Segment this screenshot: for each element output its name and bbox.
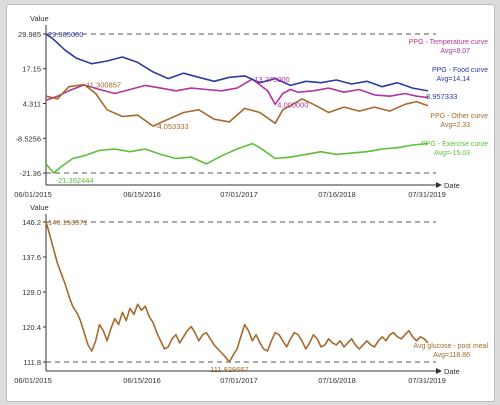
chart2-x-axis-title: Date — [444, 367, 460, 376]
chart2-y-axis-title: Value — [30, 203, 49, 212]
chart1-annotation-4: -4.053333 — [155, 122, 189, 131]
chart2-x-axis-arrow — [436, 368, 442, 374]
chart1-y-tick-label-3: 4.311 — [23, 100, 41, 109]
chart1-x-tick-label-1: 06/01/2015 — [14, 190, 52, 199]
chart1-x-tick-label-2: 06/15/2016 — [123, 190, 161, 199]
chart2-x-tick-label-5: 07/31/2019 — [408, 376, 446, 385]
chart1-series-line-ppg-exercise-curve — [45, 142, 429, 174]
chart1-legend-avg-ppg-exercise-curve: Avg=-15.03 — [434, 150, 470, 157]
chart1-y-axis-title: Value — [30, 14, 49, 23]
chart1-annotation-5: 13.275000 — [254, 75, 289, 84]
chart2-x-tick-label-1: 06/01/2015 — [14, 376, 52, 385]
chart1-x-axis-arrow — [436, 182, 442, 188]
chart1-annotation-6: 4.000000 — [277, 100, 308, 109]
chart2-y-tick-label-4: 120.4 — [22, 323, 41, 332]
chart1-legend-ppg-other-curve: PPG - Other curve — [430, 113, 488, 120]
chart1-x-tick-label-4: 07/16/2018 — [318, 190, 356, 199]
chart2-annotation-2: 111.828667 — [210, 365, 249, 374]
chart2-y-tick-label-5: 111.8 — [23, 358, 41, 367]
chart1-annotation-7: 8.957333 — [426, 92, 457, 101]
chart2-legend-avg-avg-glucose-post-meal: Avg=118.86 — [433, 352, 470, 359]
chart1-legend-avg-ppg-other-curve: Avg=2.33 — [440, 122, 470, 129]
chart2-x-tick-label-3: 07/01/2017 — [220, 376, 258, 385]
chart1-series-line-ppg-food-curve — [45, 33, 429, 92]
chart1-x-tick-label-3: 07/01/2017 — [220, 190, 258, 199]
chart1-y-tick-label-5: -21.36 — [20, 169, 41, 178]
chart1-y-tick-label-4: -8.5256 — [16, 134, 41, 143]
chart1-y-tick-label-1: 29.985 — [18, 30, 41, 39]
chart1-legend-ppg-food-curve: PPG - Food curve — [432, 67, 488, 74]
chart2-series-line-avg-glucose-post-meal — [45, 221, 429, 363]
chart2-legend-avg-glucose-post-meal: Avg glucose - post meal — [413, 343, 488, 350]
chart1-x-axis-title: Date — [444, 181, 460, 190]
chart1-annotation-1: 29.985000 — [48, 30, 83, 39]
chart1-series-line-ppg-other-curve — [45, 83, 429, 127]
chart1-legend-ppg-exercise-curve: PPG - Exercise curve — [421, 141, 488, 148]
chart2-x-tick-label-2: 06/15/2016 — [123, 376, 161, 385]
chart1-legend-ppg-temperature-curve: PPG - Temperature curve — [409, 39, 488, 46]
chart1-legend-avg-ppg-temperature-curve: Avg=8.07 — [440, 48, 470, 55]
chart1-y-tick-label-2: 17.15 — [22, 65, 41, 74]
chart2-x-tick-label-4: 07/16/2018 — [318, 376, 356, 385]
chart1-x-tick-label-5: 07/31/2019 — [408, 190, 446, 199]
chart2-y-tick-label-3: 129.0 — [22, 288, 41, 297]
chart2-y-tick-label-2: 137.6 — [22, 253, 41, 262]
chart2-annotation-1: 146.193371 — [48, 218, 88, 227]
chart1-annotation-2: -21.362444 — [56, 176, 94, 185]
chart2-y-tick-label-1: 146.2 — [22, 218, 41, 227]
chart1-annotation-3: 11.300857 — [86, 81, 121, 90]
chart1-legend-avg-ppg-food-curve: Avg=14.14 — [436, 76, 470, 83]
